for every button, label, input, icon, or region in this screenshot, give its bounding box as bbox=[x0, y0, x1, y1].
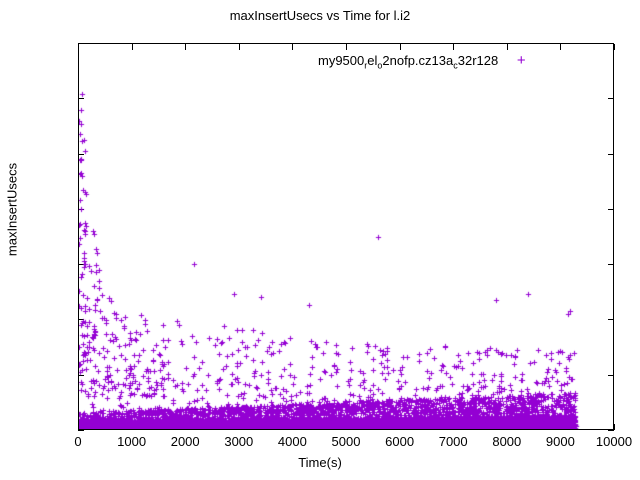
x-axis-tick-label: 3000 bbox=[224, 434, 254, 449]
y-axis-tick-mark-right bbox=[608, 430, 614, 431]
x-axis-tick-label: 8000 bbox=[492, 434, 522, 449]
x-axis-tick-label: 9000 bbox=[545, 434, 575, 449]
x-axis-tick-label: 2000 bbox=[170, 434, 200, 449]
legend-series-label: my9500relo2nofp.cz13ac32r128 bbox=[318, 52, 499, 71]
x-axis-tick-mark-top bbox=[614, 44, 615, 50]
x-axis-tick-label: 10000 bbox=[595, 434, 633, 449]
x-axis-tick-label: 5000 bbox=[331, 434, 361, 449]
x-axis-tick-label: 1000 bbox=[117, 434, 147, 449]
legend-marker-plus-icon: + bbox=[516, 51, 526, 69]
x-axis-tick-label: 7000 bbox=[438, 434, 468, 449]
plot-area bbox=[78, 43, 614, 430]
chart-legend: my9500relo2nofp.cz13ac32r128 + bbox=[318, 50, 544, 70]
y-axis-label: maxInsertUsecs bbox=[4, 162, 20, 257]
x-axis-tick-label: 0 bbox=[74, 434, 82, 449]
x-axis-tick-label: 6000 bbox=[385, 434, 415, 449]
chart-title: maxInsertUsecs vs Time for l.i2 bbox=[229, 8, 411, 23]
x-axis-tick-mark bbox=[614, 424, 615, 430]
x-axis-tick-label: 4000 bbox=[277, 434, 307, 449]
x-axis-label: Time(s) bbox=[298, 455, 342, 470]
scatter-points bbox=[79, 44, 613, 429]
y-axis-tick-mark bbox=[78, 430, 84, 431]
